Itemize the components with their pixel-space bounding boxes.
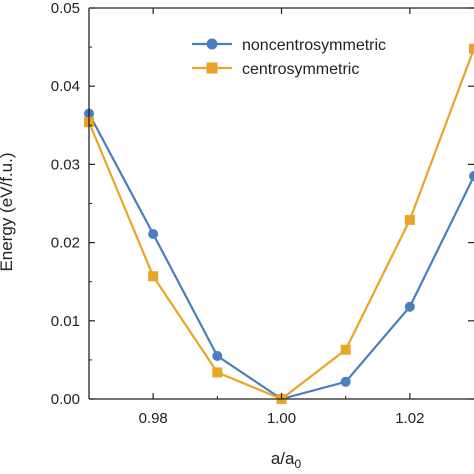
x-tick-label: 1.00	[267, 410, 296, 427]
point-centrosymmetric	[148, 271, 159, 282]
legend-marker-centrosymmetric	[206, 62, 218, 74]
y-axis-title: Energy (eV/f.u.)	[0, 152, 16, 271]
point-centrosymmetric	[469, 43, 474, 54]
legend-label-noncentrosymmetric: noncentrosymmetric	[242, 37, 386, 54]
point-noncentrosymmetric	[404, 301, 415, 312]
y-tick-label: 0.01	[51, 313, 80, 330]
x-axis-title: a/a0	[271, 449, 302, 471]
y-tick-label: 0.04	[51, 78, 80, 95]
y-tick-label: 0.02	[51, 235, 80, 252]
x-tick-label: 0.98	[139, 410, 168, 427]
point-centrosymmetric	[404, 214, 415, 225]
legend-label-centrosymmetric: centrosymmetric	[242, 61, 359, 78]
x-axis-title-subscript: 0	[294, 457, 301, 471]
y-tick-label: 0.00	[51, 391, 80, 408]
series-line-noncentrosymmetric	[88, 113, 474, 401]
x-tick-label: 1.02	[395, 410, 424, 427]
y-tick-label: 0.03	[51, 156, 80, 173]
x-axis-title-main: a/a	[271, 449, 295, 468]
legend-marker-noncentrosymmetric	[206, 38, 218, 50]
point-noncentrosymmetric	[212, 350, 223, 361]
point-centrosymmetric	[340, 344, 351, 355]
point-noncentrosymmetric	[469, 171, 474, 182]
point-noncentrosymmetric	[148, 228, 159, 239]
y-tick-label: 0.05	[51, 0, 80, 17]
point-centrosymmetric	[212, 367, 223, 378]
point-noncentrosymmetric	[340, 376, 351, 387]
